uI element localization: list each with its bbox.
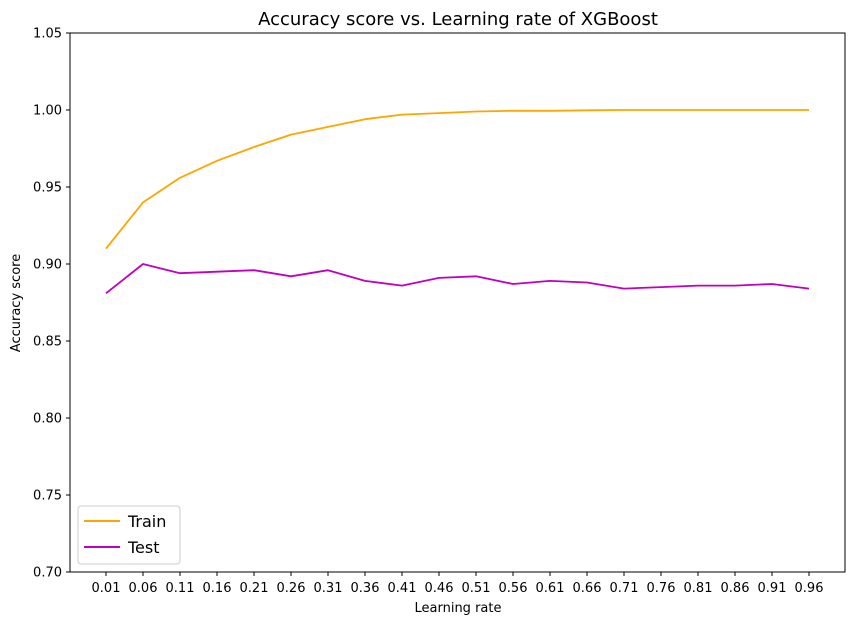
x-tick-label: 0.51 [462, 581, 491, 596]
x-tick-label: 0.26 [277, 581, 306, 596]
chart-title: Accuracy score vs. Learning rate of XGBo… [258, 9, 658, 30]
x-tick-label: 0.91 [758, 581, 787, 596]
x-tick-label: 0.71 [610, 581, 639, 596]
x-tick-label: 0.36 [351, 581, 380, 596]
y-axis-label: Accuracy score [9, 254, 24, 352]
series-layer [105, 109, 810, 295]
x-tick-label: 0.16 [203, 581, 232, 596]
plot-area [69, 32, 846, 573]
x-tick-label: 0.66 [573, 581, 602, 596]
x-tick-label: 0.76 [647, 581, 676, 596]
y-tick-label: 0.75 [33, 489, 62, 504]
y-tick-label: 1.00 [33, 104, 62, 119]
x-tick-label: 0.81 [684, 581, 713, 596]
y-axis: 0.70 0.75 0.80 0.85 0.90 0.95 1.00 1.05 [33, 27, 70, 581]
x-tick-label: 0.46 [425, 581, 454, 596]
x-tick-label: 0.01 [92, 581, 121, 596]
series-line-train [105, 109, 809, 250]
x-tick-label: 0.21 [240, 581, 269, 596]
plot-frame [69, 32, 846, 573]
x-tick-label: 0.06 [129, 581, 158, 596]
y-tick-label: 0.80 [33, 412, 62, 427]
x-tick-label: 0.86 [721, 581, 750, 596]
legend-label-train: Train [127, 512, 166, 531]
x-axis: 0.01 0.06 0.11 0.16 0.21 0.26 0.31 0.36 0.41 0.46… [92, 572, 824, 596]
x-tick-label: 0.96 [795, 581, 824, 596]
y-tick-label: 0.70 [33, 566, 62, 581]
x-axis-label: Learning rate [415, 601, 502, 616]
y-tick-label: 0.95 [33, 181, 62, 196]
x-tick-label: 0.41 [388, 581, 417, 596]
x-tick-label: 0.61 [536, 581, 565, 596]
x-tick-label: 0.11 [166, 581, 195, 596]
legend-label-test: Test [127, 538, 160, 557]
y-tick-label: 0.90 [33, 258, 62, 273]
y-tick-label: 1.05 [33, 27, 62, 42]
series-line-test [105, 263, 810, 295]
x-tick-label: 0.56 [499, 581, 528, 596]
legend: Train Test [77, 505, 181, 565]
x-tick-label: 0.31 [314, 581, 343, 596]
y-tick-label: 0.85 [33, 335, 62, 350]
